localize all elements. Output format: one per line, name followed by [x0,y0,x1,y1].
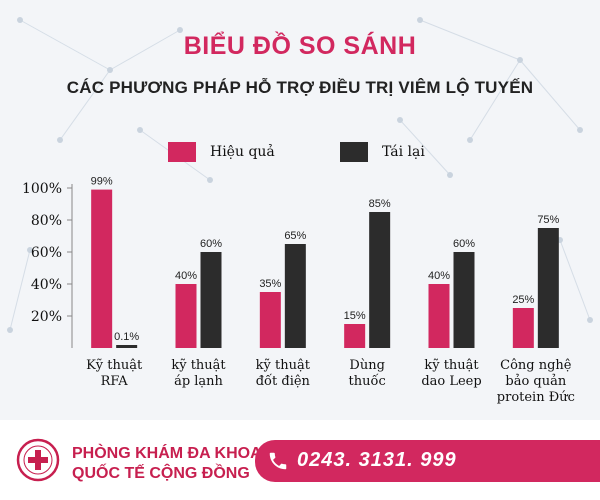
page-title: BIỂU ĐỒ SO SÁNH [183,32,417,60]
y-tick-label: 60% [31,245,62,261]
bar-series2 [537,228,559,348]
data-label-series2: 0.1% [114,331,139,343]
legend-swatch-series2 [340,142,368,162]
clinic-name-line1: PHÒNG KHÁM ĐA KHOA [72,445,262,462]
x-tick-label: dao Leep [421,374,481,389]
y-tick-label: 80% [31,213,62,229]
x-tick-label: bảo quản [505,374,566,389]
bar-series2 [369,212,391,348]
data-label-series2: 75% [537,214,559,226]
clinic-name-line2: QUỐC TẾ CỘNG ĐỒNG [72,465,250,482]
phone-number: 0243. 3131. 999 [297,449,457,471]
data-label-series1: 40% [175,270,197,282]
x-tick-label: kỹ thuật [424,358,479,373]
x-tick-label: RFA [101,374,129,389]
data-label-series1: 25% [512,294,534,306]
clinic-logo-icon [16,438,60,482]
phone-banner[interactable]: 0243. 3131. 999 [255,440,600,482]
x-tick-label: protein Đức [497,390,575,405]
clinic-name: PHÒNG KHÁM ĐA KHOA QUỐC TẾ CỘNG ĐỒNG [72,444,262,484]
chart-legend: Hiệu quả Tái lại [0,142,600,166]
x-tick-label: kỹ thuật [171,358,226,373]
legend-swatch-series1 [168,142,196,162]
bar-series2 [200,252,222,348]
legend-label-series1: Hiệu quả [210,144,275,160]
x-tick-label: Công nghệ [500,358,572,373]
x-tick-label: đốt điện [256,373,311,389]
y-tick-label: 100% [22,181,62,197]
bar-series2 [116,345,138,348]
bar-series1 [175,284,197,348]
bar-series2 [453,252,475,348]
x-tick-label: Kỹ thuật [86,358,143,373]
bar-series1 [259,292,281,348]
data-label-series1: 15% [344,310,366,322]
bar-series1 [512,308,534,348]
x-tick-label: kỹ thuật [256,358,311,373]
data-label-series2: 60% [453,238,475,250]
bar-series1 [428,284,450,348]
bar-series1 [91,189,113,348]
data-label-series2: 85% [369,198,391,210]
data-label-series1: 99% [91,176,113,188]
phone-icon [269,452,287,470]
x-tick-label: Dùng [349,358,385,373]
footer: PHÒNG KHÁM ĐA KHOA QUỐC TẾ CỘNG ĐỒNG 024… [0,420,600,500]
y-tick-label: 40% [31,277,62,293]
page-subtitle: CÁC PHƯƠNG PHÁP HỖ TRỢ ĐIỀU TRỊ VIÊM LỘ … [66,78,534,97]
x-tick-label: áp lạnh [174,374,223,389]
legend-item-series1: Hiệu quả [168,142,275,162]
data-label-series2: 65% [284,230,306,242]
bar-series1 [344,324,366,348]
data-label-series2: 60% [200,238,222,250]
legend-label-series2: Tái lại [382,144,425,160]
data-label-series1: 40% [428,270,450,282]
x-tick-label: thuốc [349,373,386,389]
bar-series2 [284,244,306,348]
data-label-series1: 35% [259,278,281,290]
y-tick-label: 20% [31,309,62,325]
legend-item-series2: Tái lại [340,142,425,162]
